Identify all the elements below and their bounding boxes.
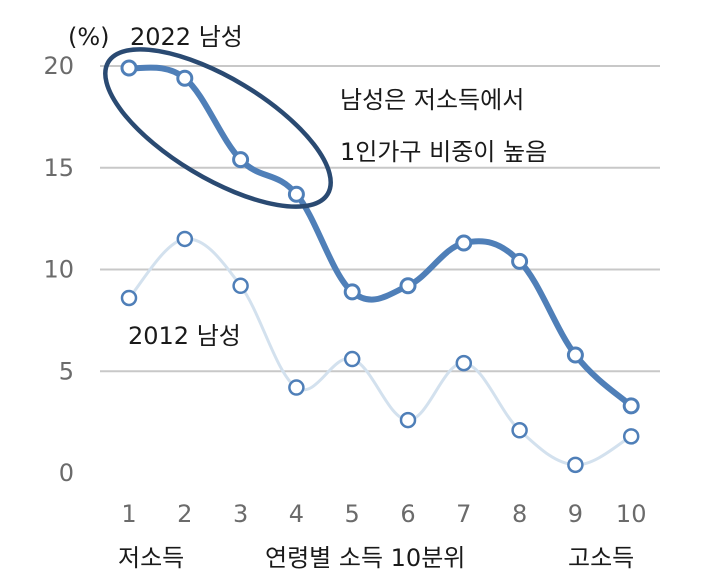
- x-tick-label-6: 6: [400, 500, 415, 528]
- point-2022-3: [232, 151, 250, 169]
- y-tick-label-5: 5: [59, 357, 74, 385]
- point-2012-6: [399, 411, 417, 429]
- highlight-ellipse: [103, 47, 333, 209]
- x-tick-label-9: 9: [568, 500, 583, 528]
- x-tick-label-3: 3: [233, 500, 248, 528]
- series-line-2022: [126, 64, 635, 409]
- y-axis-ticks: 0 5 10 15 20: [43, 52, 74, 487]
- point-2022-4: [287, 185, 305, 203]
- x-caption-center: 연령별 소득 10분위: [265, 544, 465, 572]
- point-2022-7: [455, 234, 473, 252]
- annotation-line-1: 남성은 저소득에서: [340, 86, 524, 114]
- point-2012-9: [567, 456, 584, 474]
- x-caption-left: 저소득: [118, 544, 184, 572]
- x-axis-ticks: 1 2 3 4 5 6 7 8 9 10: [121, 500, 646, 528]
- point-2022-8: [511, 252, 529, 270]
- point-2012-4: [288, 379, 305, 396]
- x-tick-label-4: 4: [289, 500, 304, 528]
- series-label-2012: 2012 남성: [128, 322, 241, 350]
- y-axis-unit: (%): [68, 23, 110, 51]
- point-2012-7: [455, 354, 473, 372]
- x-tick-label-10: 10: [616, 500, 647, 528]
- point-2012-1: [120, 289, 138, 307]
- y-tick-label-0: 0: [59, 459, 74, 487]
- point-2012-2: [176, 230, 194, 248]
- point-2022-5: [343, 283, 361, 301]
- x-tick-label-1: 1: [121, 500, 136, 528]
- y-tick-label-10: 10: [43, 256, 74, 284]
- point-2022-2: [176, 69, 194, 87]
- gridlines: [100, 65, 660, 373]
- x-caption-right: 고소득: [568, 544, 634, 572]
- x-tick-label-7: 7: [456, 500, 471, 528]
- series-label-2022: 2022 남성: [130, 23, 243, 51]
- point-2022-6: [399, 277, 417, 295]
- y-tick-label-15: 15: [43, 154, 74, 182]
- series-points-2022: [120, 59, 640, 415]
- x-tick-label-8: 8: [512, 500, 527, 528]
- point-2012-8: [511, 422, 528, 439]
- point-2022-9: [566, 346, 584, 364]
- point-2022-1: [120, 59, 138, 77]
- x-tick-label-2: 2: [177, 500, 192, 528]
- series-points-2012: [120, 230, 640, 474]
- point-2012-10: [622, 428, 640, 445]
- x-tick-label-5: 5: [345, 500, 360, 528]
- series-line-2012: [127, 237, 633, 467]
- y-tick-label-20: 20: [43, 52, 74, 80]
- annotation-line-2: 1인가구 비중이 높음: [340, 138, 547, 166]
- point-2022-10: [622, 397, 640, 415]
- point-2012-3: [232, 277, 249, 295]
- point-2012-5: [343, 350, 361, 368]
